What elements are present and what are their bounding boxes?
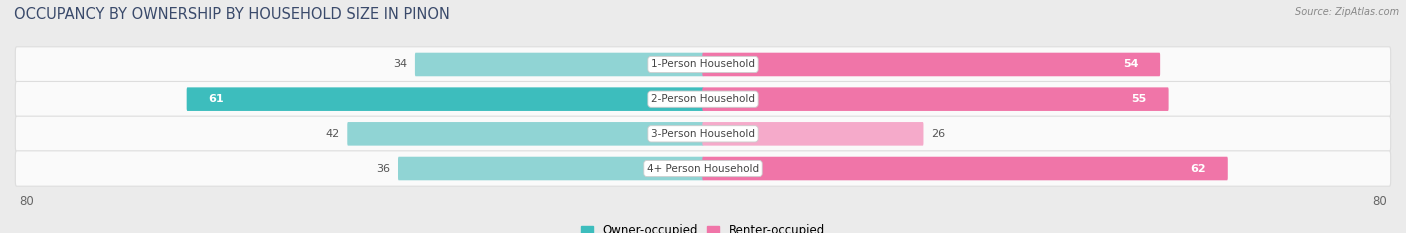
Text: 42: 42: [325, 129, 339, 139]
FancyBboxPatch shape: [703, 53, 1160, 76]
FancyBboxPatch shape: [703, 122, 924, 146]
Text: 54: 54: [1123, 59, 1139, 69]
Text: 26: 26: [931, 129, 945, 139]
Text: 3-Person Household: 3-Person Household: [651, 129, 755, 139]
Text: 1-Person Household: 1-Person Household: [651, 59, 755, 69]
FancyBboxPatch shape: [398, 157, 703, 180]
Text: 4+ Person Household: 4+ Person Household: [647, 164, 759, 174]
Text: 55: 55: [1132, 94, 1147, 104]
FancyBboxPatch shape: [703, 87, 1168, 111]
Text: Source: ZipAtlas.com: Source: ZipAtlas.com: [1295, 7, 1399, 17]
Text: 2-Person Household: 2-Person Household: [651, 94, 755, 104]
Text: OCCUPANCY BY OWNERSHIP BY HOUSEHOLD SIZE IN PINON: OCCUPANCY BY OWNERSHIP BY HOUSEHOLD SIZE…: [14, 7, 450, 22]
Text: 36: 36: [377, 164, 391, 174]
FancyBboxPatch shape: [15, 82, 1391, 117]
Text: 62: 62: [1191, 164, 1206, 174]
FancyBboxPatch shape: [15, 116, 1391, 151]
FancyBboxPatch shape: [415, 53, 703, 76]
FancyBboxPatch shape: [347, 122, 703, 146]
FancyBboxPatch shape: [15, 47, 1391, 82]
Text: 34: 34: [394, 59, 408, 69]
FancyBboxPatch shape: [703, 157, 1227, 180]
FancyBboxPatch shape: [15, 151, 1391, 186]
Text: 61: 61: [208, 94, 224, 104]
Legend: Owner-occupied, Renter-occupied: Owner-occupied, Renter-occupied: [581, 224, 825, 233]
FancyBboxPatch shape: [187, 87, 703, 111]
